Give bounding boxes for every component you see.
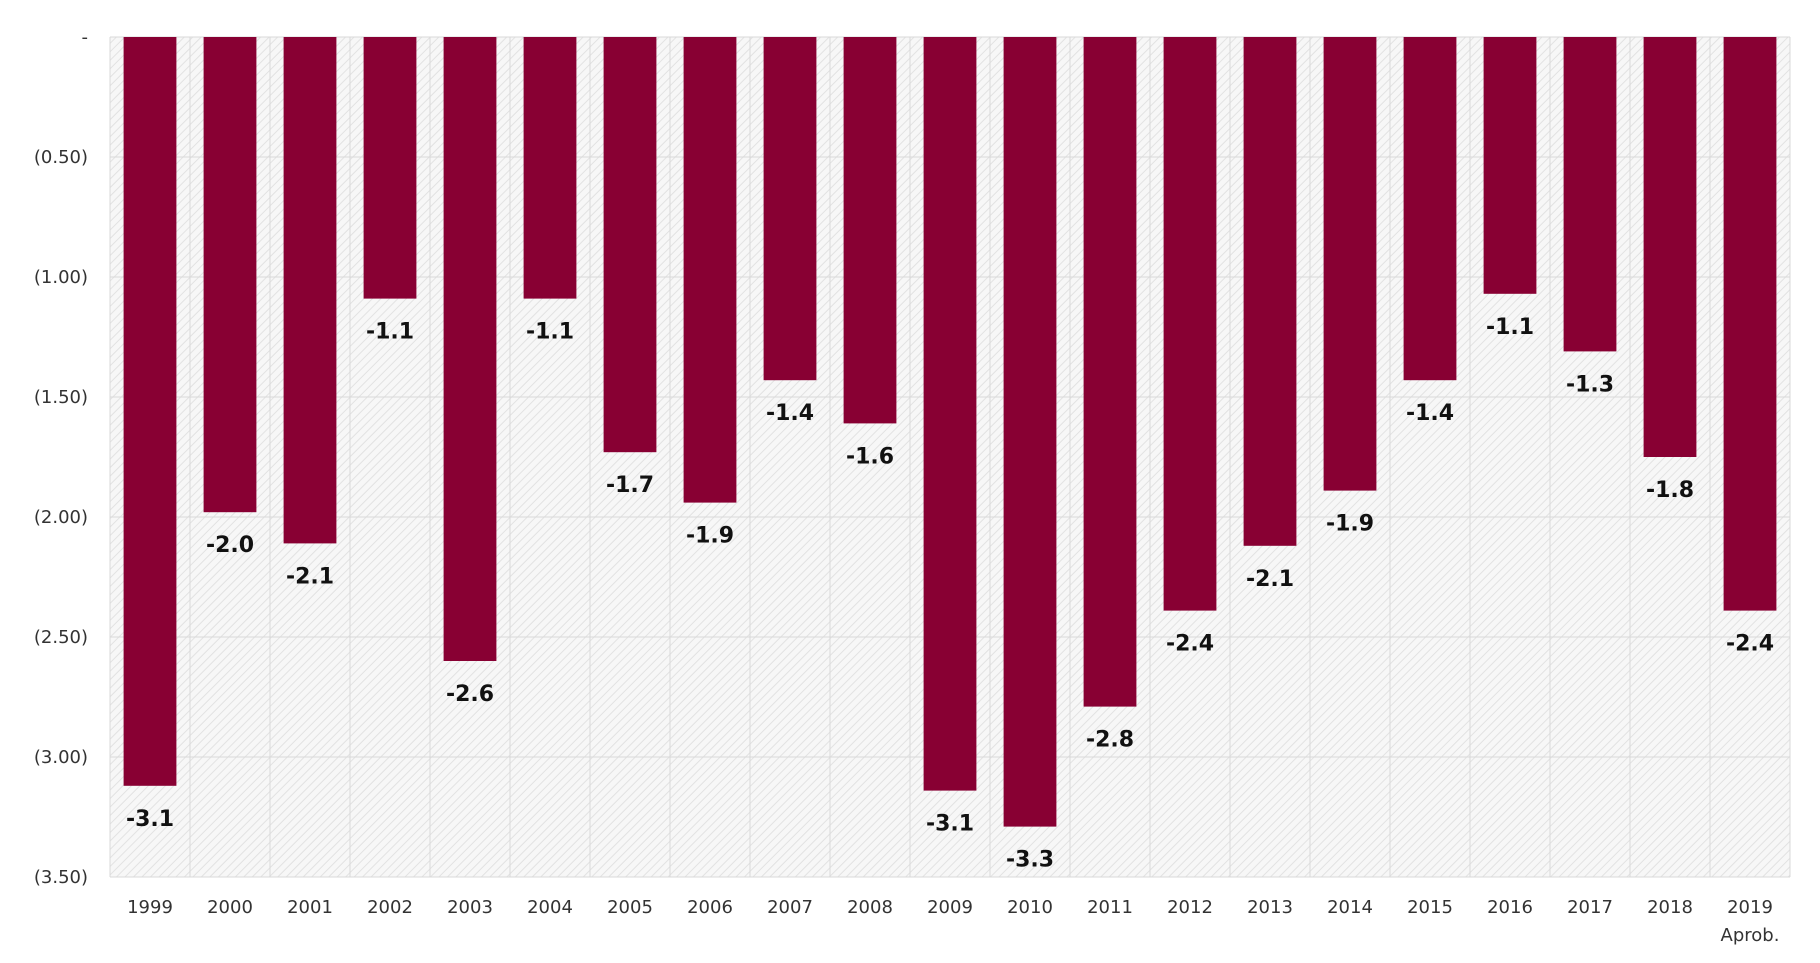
x-tick-label: 2011: [1087, 897, 1133, 918]
bar-2014: [1323, 37, 1377, 491]
x-tick-label: 2017: [1567, 897, 1613, 918]
x-tick-label: 2014: [1327, 897, 1373, 918]
x-tick-label: 2002: [367, 897, 413, 918]
bar-2000: [203, 37, 257, 513]
x-tick-label: 2000: [207, 897, 253, 918]
data-label-2011: -2.8: [1086, 728, 1134, 753]
data-labels: -3.1 -2.0 -2.1 -1.1 -2.6 -1.1 -1.7 -1.9 -1.4 -1.6…: [126, 315, 1774, 873]
x-tick-label: 2016: [1487, 897, 1533, 918]
x-tick-label: 2006: [687, 897, 733, 918]
y-tick-label: (3.50): [34, 867, 88, 888]
data-label-2016: -1.1: [1486, 315, 1534, 340]
x-tick-label: 2001: [287, 897, 333, 918]
y-tick-label: (1.00): [34, 267, 88, 288]
y-tick-label: (0.50): [34, 147, 88, 168]
bar-2011: [1083, 37, 1137, 707]
y-tick-label: -: [82, 27, 89, 48]
data-label-2018: -1.8: [1646, 478, 1694, 503]
x-tick-label: 1999: [127, 897, 173, 918]
bar-2018: [1643, 37, 1697, 457]
x-tick-label: 2007: [767, 897, 813, 918]
data-label-1999: -3.1: [126, 807, 174, 832]
data-label-2012: -2.4: [1166, 632, 1214, 657]
bar-2016: [1483, 37, 1537, 294]
y-axis: - (0.50) (1.00) (1.50) (2.00) (2.50) (3.00) (3.…: [34, 27, 88, 888]
x-tick-label: 2015: [1407, 897, 1453, 918]
bar-2008: [843, 37, 897, 424]
data-label-2001: -2.1: [286, 564, 334, 589]
bar-2019: [1723, 37, 1777, 611]
bar-1999: [123, 37, 177, 786]
y-tick-label: (1.50): [34, 387, 88, 408]
data-label-2005: -1.7: [606, 473, 654, 498]
x-tick-label: 2018: [1647, 897, 1693, 918]
data-label-2003: -2.6: [446, 682, 494, 707]
bar-2013: [1243, 37, 1297, 546]
x-tick-label: 2003: [447, 897, 493, 918]
bar-2006: [683, 37, 737, 503]
bar-2004: [523, 37, 577, 299]
y-tick-label: (2.50): [34, 627, 88, 648]
bar-2005: [603, 37, 657, 453]
x-tick-label: 2013: [1247, 897, 1293, 918]
data-label-2009: -3.1: [926, 812, 974, 837]
bar-2007: [763, 37, 817, 381]
bar-2010: [1003, 37, 1057, 827]
x-tick-label: 2012: [1167, 897, 1213, 918]
data-label-2019: -2.4: [1726, 632, 1774, 657]
data-label-2013: -2.1: [1246, 567, 1294, 592]
data-label-2015: -1.4: [1406, 401, 1454, 426]
x-axis: 1999 2000 2001 2002 2003 2004 2005 2006 2007 2008…: [127, 897, 1779, 946]
data-label-2014: -1.9: [1326, 512, 1374, 537]
x-tick-label: 2005: [607, 897, 653, 918]
x-tick-label: 2004: [527, 897, 573, 918]
bar-2003: [443, 37, 497, 661]
y-tick-label: (2.00): [34, 507, 88, 528]
bar-2002: [363, 37, 417, 299]
data-label-2010: -3.3: [1006, 848, 1054, 873]
data-label-2008: -1.6: [846, 444, 894, 469]
data-label-2007: -1.4: [766, 401, 814, 426]
y-tick-label: (3.00): [34, 747, 88, 768]
bar-2009: [923, 37, 977, 791]
data-label-2004: -1.1: [526, 320, 574, 345]
x-tick-sublabel: Aprob.: [1721, 925, 1780, 946]
bars: [123, 37, 1777, 827]
data-label-2000: -2.0: [206, 533, 254, 558]
data-label-2002: -1.1: [366, 320, 414, 345]
x-tick-label: 2010: [1007, 897, 1053, 918]
bar-2001: [283, 37, 337, 544]
x-tick-label: 2009: [927, 897, 973, 918]
x-tick-label: 2019: [1727, 897, 1773, 918]
bar-2012: [1163, 37, 1217, 611]
bar-2015: [1403, 37, 1457, 381]
bar-2017: [1563, 37, 1617, 352]
data-label-2017: -1.3: [1566, 372, 1614, 397]
x-tick-label: 2008: [847, 897, 893, 918]
data-label-2006: -1.9: [686, 524, 734, 549]
